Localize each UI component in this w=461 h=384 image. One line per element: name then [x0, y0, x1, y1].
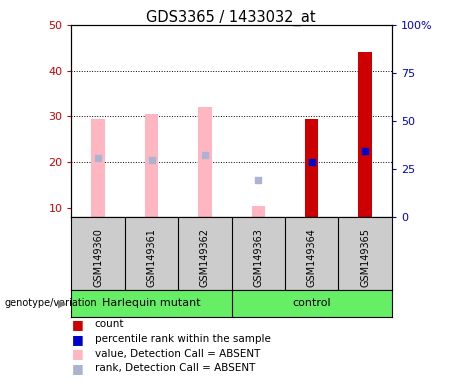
Point [254, 177, 262, 184]
Text: GSM149363: GSM149363 [254, 228, 263, 287]
Text: ■: ■ [71, 362, 83, 375]
Text: Harlequin mutant: Harlequin mutant [102, 298, 201, 308]
Text: value, Detection Call = ABSENT: value, Detection Call = ABSENT [95, 349, 260, 359]
Bar [145, 114, 158, 217]
Text: GSM149364: GSM149364 [307, 228, 317, 287]
Text: count: count [95, 319, 124, 329]
Text: ■: ■ [71, 333, 83, 346]
Point [361, 147, 369, 154]
Text: ■: ■ [71, 347, 83, 360]
Text: percentile rank within the sample: percentile rank within the sample [95, 334, 271, 344]
Text: rank, Detection Call = ABSENT: rank, Detection Call = ABSENT [95, 363, 255, 373]
Text: genotype/variation: genotype/variation [5, 298, 97, 308]
Point [308, 159, 315, 165]
Text: ▶: ▶ [58, 299, 66, 309]
Point [148, 157, 155, 163]
Point [95, 154, 102, 161]
Bar [252, 205, 265, 217]
Text: GSM149360: GSM149360 [93, 228, 103, 287]
Text: control: control [292, 298, 331, 308]
Text: GDS3365 / 1433032_at: GDS3365 / 1433032_at [146, 10, 315, 26]
Bar [359, 52, 372, 217]
Bar [305, 119, 319, 217]
Point [201, 152, 209, 158]
Text: GSM149361: GSM149361 [147, 228, 157, 287]
Text: GSM149365: GSM149365 [360, 228, 370, 287]
Text: ■: ■ [71, 318, 83, 331]
Bar [198, 107, 212, 217]
Bar [91, 119, 105, 217]
Text: GSM149362: GSM149362 [200, 228, 210, 287]
